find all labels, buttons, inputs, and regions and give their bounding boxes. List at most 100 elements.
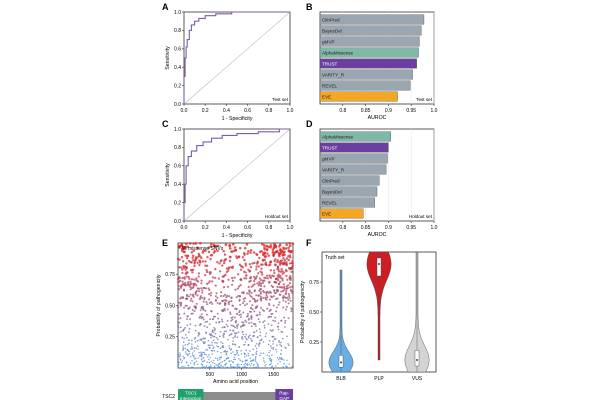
snv-point [237, 285, 241, 288]
snv-point [227, 338, 229, 341]
snv-point [186, 315, 189, 318]
snv-point [237, 255, 241, 258]
snv-point [205, 354, 207, 356]
snv-point [287, 298, 290, 301]
snv-point [178, 313, 181, 316]
snv-point [220, 361, 222, 364]
snv-point [230, 300, 233, 303]
snv-point [245, 349, 248, 352]
snv-point [222, 367, 224, 369]
snv-point [181, 248, 185, 251]
snv-point [285, 305, 288, 308]
x-tick-label: 500 [206, 372, 215, 378]
snv-point [268, 339, 271, 342]
snv-point [257, 294, 260, 297]
snv-point [224, 293, 227, 296]
snv-point [193, 362, 195, 365]
snv-point [231, 316, 234, 319]
snv-point [249, 251, 252, 255]
snv-point [179, 285, 182, 288]
snv-point [272, 346, 275, 349]
snv-point [206, 326, 209, 329]
snv-point [253, 289, 256, 292]
snv-point [220, 365, 222, 367]
snv-point [199, 323, 202, 325]
snv-point [220, 259, 223, 262]
snv-point [209, 347, 211, 349]
bar-clinpred [319, 14, 425, 25]
snv-point [288, 294, 291, 298]
snv-point [249, 360, 252, 362]
snv-point [220, 356, 222, 358]
snv-point [287, 246, 290, 250]
snv-point [202, 308, 205, 311]
snv-point [258, 289, 261, 292]
snv-point [229, 333, 232, 336]
snv-point [203, 286, 206, 289]
diagonal-reference-line [183, 11, 291, 105]
snv-point [276, 278, 280, 282]
snv-point [215, 364, 218, 366]
snv-point [229, 365, 232, 368]
snv-point [280, 341, 282, 344]
snv-point [274, 320, 277, 322]
snv-point [236, 364, 239, 366]
x-axis-label: 1 - Specificity [222, 233, 253, 239]
domain-label: Interaction [180, 396, 202, 400]
snv-point [249, 357, 252, 359]
snv-point [178, 276, 181, 280]
snv-point [269, 244, 273, 247]
snv-point [273, 338, 276, 340]
panel-letter-a: A [162, 2, 169, 12]
snv-point [234, 358, 236, 361]
snv-point [210, 366, 212, 368]
snv-point [206, 349, 208, 351]
truth-set-violin: BLB PLP VUS 0.25 0.50 0.75 Truth set Probabilit… [300, 251, 437, 382]
snv-point [269, 246, 272, 249]
snv-point [188, 339, 190, 342]
snv-point [267, 281, 271, 284]
snv-point [193, 355, 195, 357]
x-tick-label: 0.95 [406, 225, 416, 231]
snv-point [214, 365, 216, 368]
y-tick-label: 0.6 [174, 164, 181, 170]
snv-point [259, 331, 262, 334]
snv-point [213, 329, 216, 332]
snv-point [272, 343, 274, 345]
snv-point [252, 335, 255, 337]
snv-point [189, 367, 192, 369]
snv-point [258, 343, 260, 346]
snv-point [248, 363, 250, 365]
snv-point [285, 243, 288, 247]
snv-point [287, 344, 290, 347]
snv-point [244, 264, 247, 267]
snv-point [272, 348, 274, 351]
snv-point [236, 353, 238, 355]
snv-point [211, 361, 214, 364]
snv-point [288, 363, 290, 365]
snv-point [281, 272, 284, 275]
snv-point [201, 316, 204, 319]
y-tick-label: 0.4 [174, 182, 181, 188]
snv-point [256, 363, 259, 366]
snv-point [216, 357, 219, 360]
snv-point [211, 341, 213, 344]
snv-point [216, 350, 219, 353]
snv-point [230, 348, 233, 350]
snv-point [226, 308, 229, 311]
snv-point [247, 249, 250, 253]
snv-point [277, 325, 279, 328]
x-axis-label: 1 - Specificity [222, 116, 253, 122]
x-tick-label: 0.4 [223, 225, 230, 231]
snv-point [197, 357, 199, 359]
snv-point [222, 334, 225, 337]
snv-point [245, 355, 248, 357]
snv-point [262, 244, 266, 247]
snv-point [280, 268, 283, 271]
snv-point [268, 303, 271, 307]
snv-point [263, 248, 266, 251]
snv-point [178, 367, 181, 369]
snv-point [189, 318, 192, 321]
snv-point [181, 283, 184, 286]
snv-point [272, 340, 275, 342]
